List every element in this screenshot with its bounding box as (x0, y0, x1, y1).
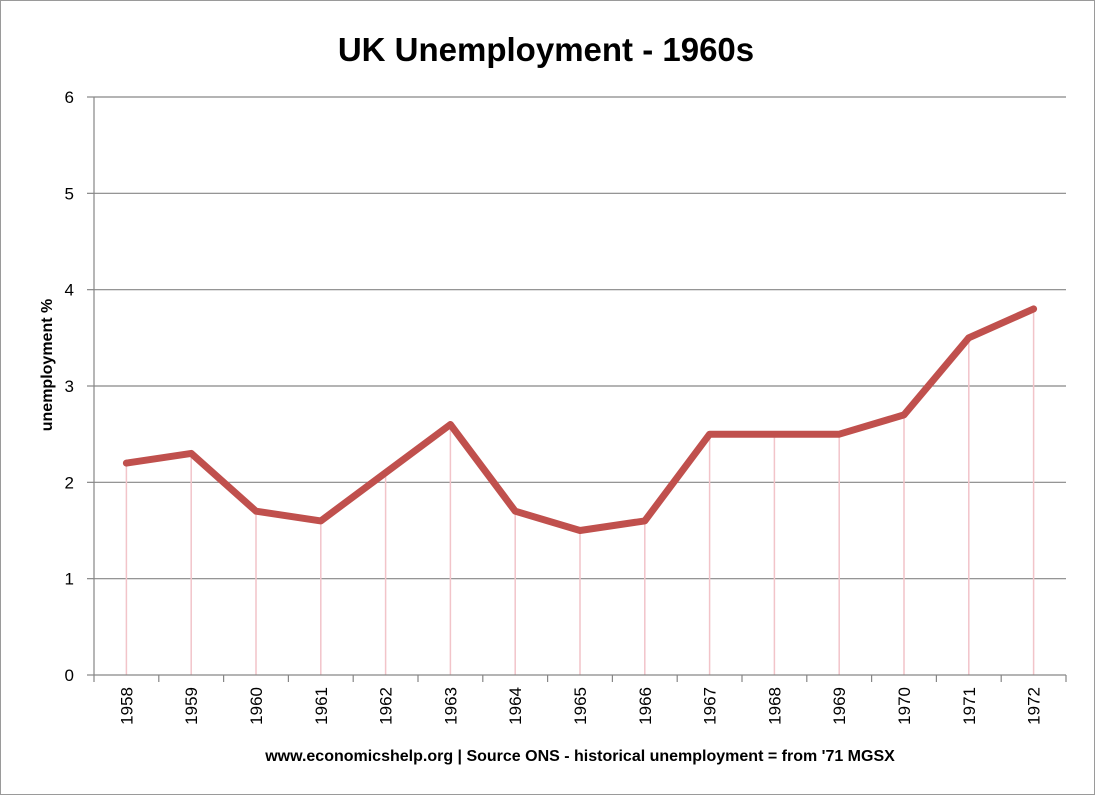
x-tick-label-1959: 1959 (182, 687, 201, 725)
data-point-1959 (188, 450, 195, 457)
data-point-1968 (771, 430, 778, 438)
x-tick-label-1963: 1963 (441, 687, 460, 725)
x-tick-label-1964: 1964 (506, 687, 525, 725)
x-tick-label-1971: 1971 (960, 687, 979, 725)
data-point-1964 (512, 508, 519, 515)
data-point-1962 (382, 469, 389, 476)
y-tick-label-3: 3 (65, 377, 74, 396)
y-tick-label-6: 6 (65, 88, 74, 107)
data-point-1966 (641, 517, 648, 525)
y-tick-labels: 0 1 2 3 4 5 6 (65, 88, 74, 685)
y-tick-label-5: 5 (65, 184, 74, 203)
x-tick-label-1967: 1967 (701, 687, 720, 725)
y-tick-label-2: 2 (65, 473, 74, 492)
data-point-1967 (706, 430, 713, 438)
x-axis-label: www.economicshelp.org | Source ONS - his… (264, 748, 895, 765)
y-tick-label-4: 4 (65, 281, 74, 300)
data-point-1961 (317, 517, 324, 525)
x-tick-label-1962: 1962 (377, 687, 396, 725)
series-layer (122, 305, 1038, 534)
series-line-unemployment (122, 305, 1038, 534)
data-point-1965 (576, 527, 584, 534)
x-tick-label-1966: 1966 (636, 687, 655, 725)
data-point-1972 (1030, 305, 1037, 313)
y-tick-label-1: 1 (65, 570, 74, 589)
x-tick-label-1958: 1958 (117, 687, 136, 725)
x-tick-label-1965: 1965 (571, 687, 590, 725)
x-tick-label-1970: 1970 (895, 687, 914, 725)
x-tick-label-1969: 1969 (830, 687, 849, 725)
y-axis-label: unemployment % (39, 299, 56, 431)
x-tick-labels: 1958 1959 1960 1961 1962 1963 1964 1965 1966 1967… (117, 687, 1043, 725)
x-tick-label-1961: 1961 (312, 687, 331, 725)
y-tick-label-0: 0 (65, 666, 74, 685)
data-point-1960 (252, 508, 260, 515)
data-point-1969 (836, 430, 843, 438)
x-tick-label-1960: 1960 (247, 687, 266, 725)
data-point-1971 (965, 334, 972, 342)
gridlines (94, 96, 1066, 580)
data-point-1963 (447, 421, 454, 428)
x-tick-label-1972: 1972 (1025, 687, 1044, 725)
data-point-1958 (123, 459, 130, 467)
chart-title: UK Unemployment - 1960s (338, 31, 754, 68)
data-point-1970 (900, 411, 908, 419)
drop-lines (125, 308, 1035, 675)
axes (87, 96, 1067, 682)
x-tick-label-1968: 1968 (765, 687, 784, 725)
